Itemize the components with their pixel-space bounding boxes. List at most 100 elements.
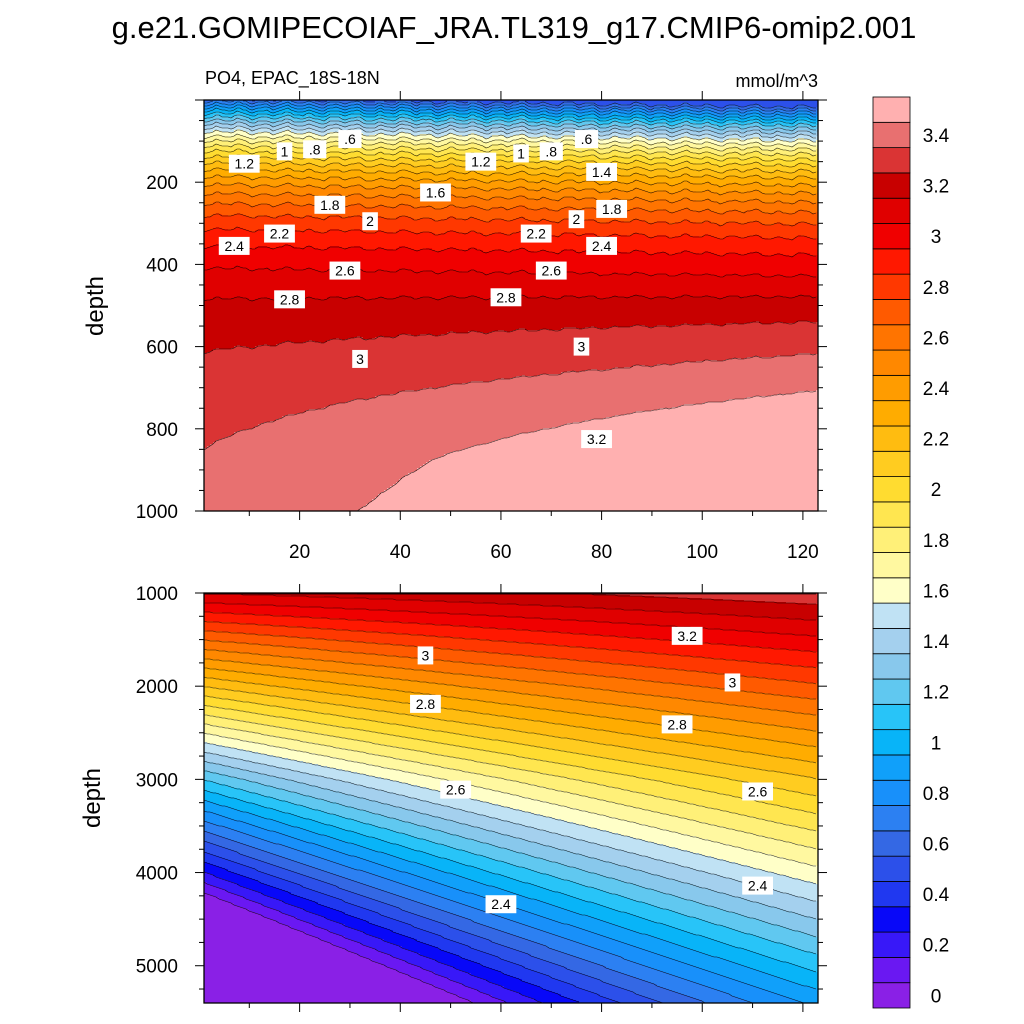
contour-cell xyxy=(510,103,514,106)
contour-cell xyxy=(651,144,655,149)
contour-cell xyxy=(546,100,550,104)
contour-cell xyxy=(666,222,670,237)
contour-cell xyxy=(498,110,502,114)
contour-cell xyxy=(336,403,340,511)
contour-cell xyxy=(210,146,214,152)
contour-cell xyxy=(531,175,535,183)
contour-cell xyxy=(213,155,217,162)
contour-cell xyxy=(414,136,418,141)
contour-cell xyxy=(516,206,520,219)
contour-cell xyxy=(513,271,517,297)
contour-cell xyxy=(522,103,526,107)
contour-cell xyxy=(519,126,523,130)
contour-cell xyxy=(564,120,568,124)
contour-cell xyxy=(309,136,313,142)
contour-cell xyxy=(492,100,496,103)
contour-cell xyxy=(465,188,469,198)
contour-cell xyxy=(279,110,283,114)
contour-cell xyxy=(270,103,274,107)
contour-cell xyxy=(663,142,667,148)
contour-cell xyxy=(384,154,388,160)
contour-cell xyxy=(564,219,568,233)
contour-cell xyxy=(666,111,670,115)
contour-cell xyxy=(372,140,376,145)
contour-cell xyxy=(597,143,601,149)
contour-cell xyxy=(318,107,322,111)
contour-cell xyxy=(612,368,616,417)
contour-cell xyxy=(447,126,451,131)
contour-cell xyxy=(450,152,454,158)
contour-cell xyxy=(387,187,391,197)
contour-cell xyxy=(300,165,304,172)
contour-cell xyxy=(531,209,535,222)
contour-cell xyxy=(486,113,490,117)
contour-cell xyxy=(381,336,385,396)
contour-cell xyxy=(453,165,457,172)
contour-cell xyxy=(666,326,670,365)
contour-cell xyxy=(627,138,631,144)
contour-cell xyxy=(246,104,250,108)
contour-cell xyxy=(444,149,448,155)
contour-cell xyxy=(474,218,478,233)
contour-cell xyxy=(474,122,478,127)
contour-cell xyxy=(621,169,625,176)
contour-cell xyxy=(603,127,607,132)
contour-cell xyxy=(537,109,541,113)
contour-cell xyxy=(678,200,682,211)
contour-cell xyxy=(588,420,592,511)
contour-cell xyxy=(558,298,562,331)
contour-cell xyxy=(507,126,511,130)
contour-cell xyxy=(435,106,439,110)
contour-cell xyxy=(552,427,556,511)
contour-cell xyxy=(348,100,352,103)
contour-cell xyxy=(639,141,643,146)
contour-cell xyxy=(696,131,700,136)
contour-cell xyxy=(276,298,280,345)
contour-cell xyxy=(534,142,538,147)
contour-cell xyxy=(234,175,238,184)
contour-cell xyxy=(609,191,613,200)
contour-cell xyxy=(450,108,454,112)
contour-cell xyxy=(555,236,559,254)
contour-cell xyxy=(501,188,505,198)
contour-cell xyxy=(399,124,403,129)
contour-cell xyxy=(330,107,334,111)
contour-cell xyxy=(690,110,694,114)
contour-cell xyxy=(480,381,484,445)
contour-cell xyxy=(582,174,586,182)
contour-cell xyxy=(414,124,418,129)
contour-cell xyxy=(372,272,376,300)
contour-cell xyxy=(450,125,454,130)
contour-cell xyxy=(534,107,538,110)
contour-cell xyxy=(360,152,364,159)
contour-cell xyxy=(273,112,277,117)
contour-cell xyxy=(543,272,547,297)
contour-cell xyxy=(600,100,604,107)
contour-cell xyxy=(348,170,352,179)
contour-cell xyxy=(288,175,292,184)
contour-cell xyxy=(558,176,562,184)
contour-cell xyxy=(555,222,559,237)
contour-cell xyxy=(681,112,685,116)
contour-cell xyxy=(549,129,553,134)
contour-cell xyxy=(399,100,403,102)
contour-cell xyxy=(303,121,307,126)
contour-cell xyxy=(477,131,481,136)
contour-cell xyxy=(417,107,421,111)
contour-cell xyxy=(570,100,574,103)
contour-cell xyxy=(390,249,394,272)
contour-cell xyxy=(324,104,328,108)
contour-cell xyxy=(666,148,670,154)
contour-cell xyxy=(675,201,679,212)
contour-cell xyxy=(321,132,325,137)
contour-cell xyxy=(240,105,244,110)
contour-cell xyxy=(351,216,355,231)
contour-cell xyxy=(285,167,289,176)
contour-cell xyxy=(285,105,289,109)
contour-cell xyxy=(687,156,691,162)
contour-cell xyxy=(372,135,376,141)
contour-cell xyxy=(570,144,574,150)
contour-cell xyxy=(243,150,247,157)
contour-cell xyxy=(531,182,535,191)
contour-cell xyxy=(534,112,538,117)
